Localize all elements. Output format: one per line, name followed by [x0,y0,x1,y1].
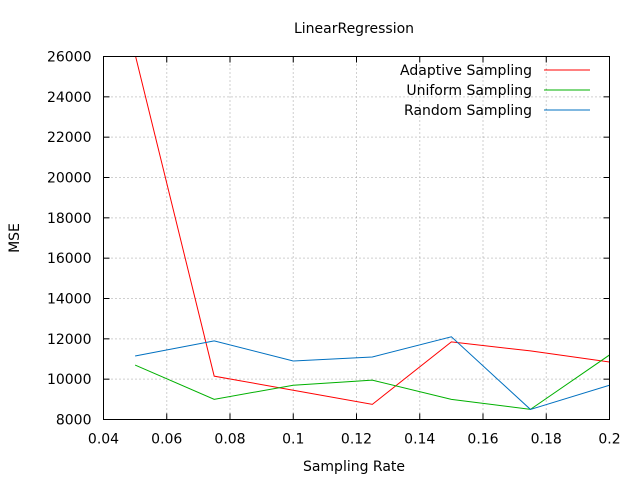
y-tick-label: 14000 [47,292,92,308]
legend-label: Adaptive Sampling [400,63,532,79]
y-tick-label: 12000 [47,332,92,348]
series-line [134,354,610,410]
plot-lines [134,56,610,410]
y-tick-label: 26000 [47,50,92,66]
y-tick-label: 18000 [47,211,92,227]
x-tick-label: 0.06 [151,432,182,448]
y-tick-label: 24000 [47,90,92,106]
x-tick-label: 0.1 [282,432,304,448]
chart-title: LinearRegression [294,21,414,37]
grid-lines [103,56,610,420]
legend-label: Random Sampling [404,103,532,119]
x-tick-label: 0.16 [467,432,498,448]
y-tick-label: 10000 [47,372,92,388]
x-tick-label: 0.14 [404,432,435,448]
series-line [135,336,610,410]
x-tick-label: 0.2 [598,432,620,448]
y-tick-label: 8000 [56,413,92,429]
y-tick-label: 16000 [47,251,92,267]
y-tick-label: 20000 [47,171,92,187]
axis-ticks: 0.04 0.06 0.08 0.1 0.12 0.14 0.16 0.18 0.2 8000 10… [47,50,621,448]
plot-frame [103,56,610,420]
y-axis-label: MSE [7,223,23,253]
y-tick-label: 22000 [47,130,92,146]
x-axis-label: Sampling Rate [303,459,405,475]
legend-label: Uniform Sampling [406,83,532,99]
x-tick-label: 0.12 [341,432,372,448]
x-tick-label: 0.18 [531,432,562,448]
x-tick-label: 0.04 [88,432,119,448]
series-line [135,56,610,405]
x-tick-label: 0.08 [214,432,245,448]
legend: Adaptive Sampling Uniform Sampling Random … [400,63,590,119]
